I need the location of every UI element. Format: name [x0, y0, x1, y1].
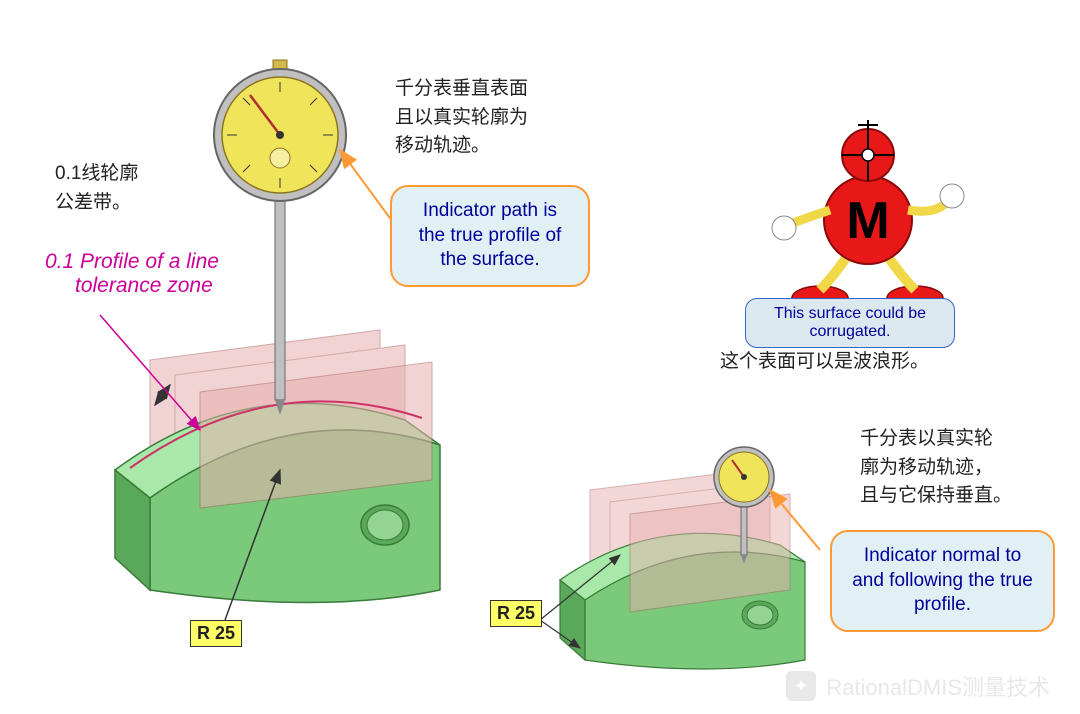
right-diagram [460, 420, 860, 700]
mascot-figure: M [760, 80, 980, 320]
label-cn-tolerance: 0.1线轮廓 公差带。 [55, 160, 138, 217]
label-cn-indicator-path: 千分表垂直表面 且以真实轮廓为 移动轨迹。 [395, 75, 528, 161]
svg-text:M: M [846, 192, 889, 250]
callout-indicator-normal: Indicator normal to and following the tr… [830, 530, 1055, 632]
r25-label-left: R 25 [190, 620, 242, 647]
callout-corrugated: This surface could be corrugated. [745, 298, 955, 348]
label-profile-of-line: 0.1 Profile of a line tolerance zone [45, 250, 219, 298]
r25-label-right: R 25 [490, 600, 542, 627]
label-cn-corrugated: 这个表面可以是波浪形。 [720, 348, 929, 377]
callout-indicator-path: Indicator path is the true profile of th… [390, 185, 590, 287]
watermark: ✦ RationalDMIS测量技术 [786, 670, 1050, 702]
label-cn-indicator-normal: 千分表以真实轮 廓为移动轨迹， 且与它保持垂直。 [860, 425, 1012, 511]
wechat-icon: ✦ [786, 671, 816, 701]
